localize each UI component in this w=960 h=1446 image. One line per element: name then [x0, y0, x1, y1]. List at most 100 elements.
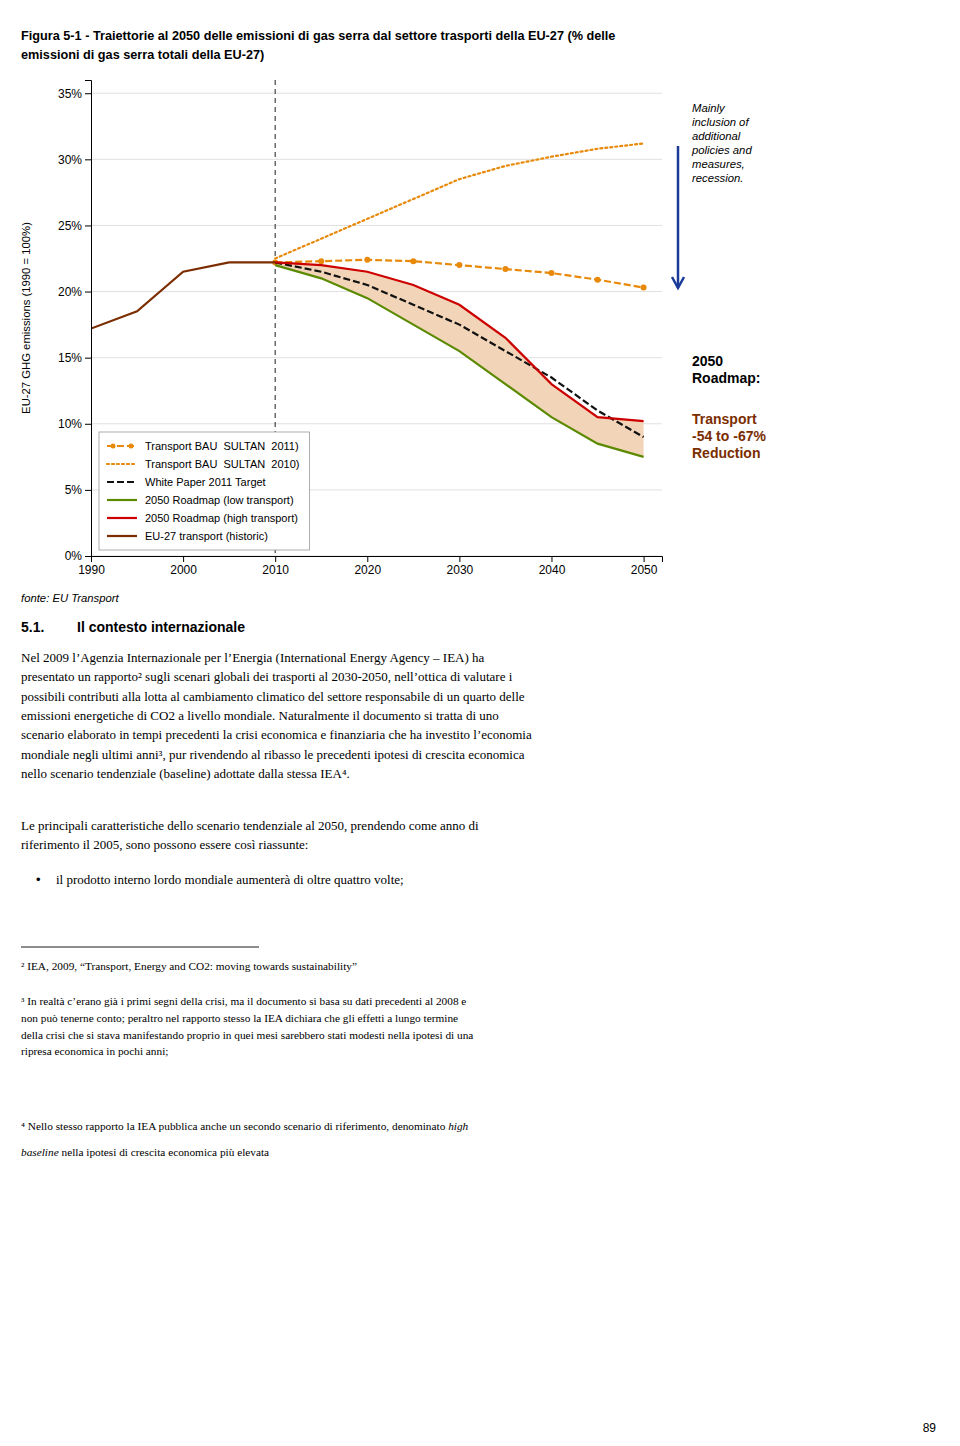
x-axis-line: [92, 557, 663, 563]
tick-mark: [85, 424, 91, 425]
source: fonte: EU Transport: [21, 592, 120, 604]
series-line: [275, 265, 643, 457]
series-marker: [456, 262, 462, 268]
grid-line: [91, 357, 662, 358]
grid-line: [91, 225, 662, 226]
tick: 2020: [354, 556, 381, 577]
text-line: Roadmap:: [692, 370, 760, 386]
text-line: fonte: EU Transport: [21, 592, 120, 604]
tick-label: 10%: [58, 417, 82, 431]
text-line: emissioni di gas serra totali della EU-2…: [21, 48, 264, 62]
tick: 30%: [58, 153, 91, 167]
tick-mark: [85, 292, 91, 293]
series-marker: [410, 258, 416, 264]
footnote-run: baseline: [21, 1146, 59, 1158]
footnote: ² IEA, 2009, “Transport, Energy and CO2:…: [21, 960, 357, 972]
legend-label: White Paper 2011 Target: [145, 476, 266, 488]
section-title: Il contesto internazionale: [77, 619, 245, 635]
text-line: riferimento il 2005, sono possono essere…: [21, 837, 308, 852]
text-line: ripresa economica in pochi anni;: [21, 1045, 168, 1057]
text-line: •: [36, 872, 41, 887]
series-line: [275, 143, 643, 258]
arrow-head: [672, 277, 684, 288]
series-marker: [318, 258, 324, 264]
footnote-rule: [21, 947, 259, 948]
text-line: non può tenerne conto; peraltro nel rapp…: [21, 1012, 458, 1024]
tick-label: 2020: [354, 563, 381, 577]
tick: 25%: [58, 219, 91, 233]
tick-mark: [275, 556, 276, 562]
legend-swatch: [107, 517, 137, 519]
legend-label: Transport BAU SULTAN 2011): [145, 440, 299, 452]
tick-label: 30%: [58, 153, 82, 167]
text-line: additional: [692, 130, 741, 142]
footnote-run: ⁴ Nello stesso rapporto la IEA pubblica …: [21, 1120, 448, 1132]
tick-label: 15%: [58, 351, 82, 365]
paragraph: Nel 2009 l’Agenzia Internazionale per l’…: [21, 650, 532, 781]
y-axis: 0%5%10%15%20%25%30%35%: [58, 81, 92, 564]
tick: 2040: [539, 556, 566, 577]
series-line: [275, 262, 643, 437]
text-line: recession.: [692, 172, 744, 184]
series-marker: [595, 277, 601, 283]
paragraph: Le principali caratteristiche dello scen…: [21, 818, 479, 852]
page: Figura 5-1 - Traiettorie al 2050 delle e…: [0, 0, 960, 1446]
plot-area: [91, 80, 647, 556]
tick: 15%: [58, 351, 91, 365]
text-line: scenario elaborato in tempi precedenti l…: [21, 727, 532, 742]
text-line: ³ In realtà c’erano già i primi segni de…: [21, 995, 466, 1007]
tick-label: 20%: [58, 285, 82, 299]
tick-label: 2000: [170, 563, 197, 577]
tick-label: 2010: [262, 563, 289, 577]
legend-label: 2050 Roadmap (low transport): [145, 494, 294, 506]
text-line: ² IEA, 2009, “Transport, Energy and CO2:…: [21, 960, 357, 972]
legend-swatch: [107, 535, 137, 537]
page-number: 89: [923, 1421, 937, 1435]
text-line: 2050: [692, 353, 723, 369]
tick: 2000: [170, 556, 197, 577]
annotation: 2050Roadmap:: [692, 353, 760, 386]
tick-mark: [85, 490, 91, 491]
tick-mark: [459, 556, 460, 562]
series-line: [275, 262, 643, 421]
text-line: della crisi che si stava manifestando pr…: [21, 1029, 473, 1041]
text-line: Figura 5-1 - Traiettorie al 2050 delle e…: [21, 29, 615, 43]
legend-label: Transport BAU SULTAN 2010): [145, 458, 299, 470]
text-line: Transport: [692, 411, 757, 427]
footnote-run: high: [448, 1120, 468, 1132]
tick: 35%: [58, 87, 91, 101]
legend-swatch: [107, 463, 137, 465]
legend-label: 2050 Roadmap (high transport): [145, 512, 298, 524]
tick-label: 35%: [58, 87, 82, 101]
tick: 10%: [58, 417, 91, 431]
tick-label: 2050: [631, 563, 658, 577]
title: Figura 5-1 - Traiettorie al 2050 delle e…: [21, 29, 615, 62]
series-marker: [548, 270, 554, 276]
series-line: [91, 262, 275, 328]
text-line: measures,: [692, 158, 745, 170]
tick: 2050: [631, 556, 658, 577]
tick: 20%: [58, 285, 91, 299]
text-line: emissioni energetiche di CO2 a livello m…: [21, 708, 499, 723]
legend-box: [99, 432, 309, 550]
series-marker: [502, 266, 508, 272]
arrow: [677, 146, 680, 288]
bullet-symbol: •: [36, 872, 41, 887]
tick-mark: [644, 556, 645, 562]
grid: [91, 93, 662, 556]
tick-mark: [367, 556, 368, 562]
tick-mark: [183, 556, 184, 562]
series-marker: [364, 257, 370, 263]
legend-marker: [129, 444, 134, 449]
y-axis-line: [85, 81, 92, 557]
tick-mark: [85, 93, 91, 94]
annotation: Transport-54 to -67%Reduction: [692, 411, 766, 461]
text-line: nello scenario tendenziale (‪baseline‬) …: [21, 766, 350, 781]
legend: Transport BAU SULTAN 2011) Transport BAU …: [99, 432, 309, 550]
text-line: Le principali caratteristiche dello scen…: [21, 818, 479, 833]
text-line: inclusion of: [692, 116, 750, 128]
text-line: il prodotto interno lordo mondiale aumen…: [56, 872, 404, 887]
footnote: ⁴ Nello stesso rapporto la IEA pubblica …: [21, 1120, 469, 1158]
grid-line: [91, 93, 662, 94]
text-line: Nel 2009 l’Agenzia Internazionale per l’…: [21, 650, 485, 665]
